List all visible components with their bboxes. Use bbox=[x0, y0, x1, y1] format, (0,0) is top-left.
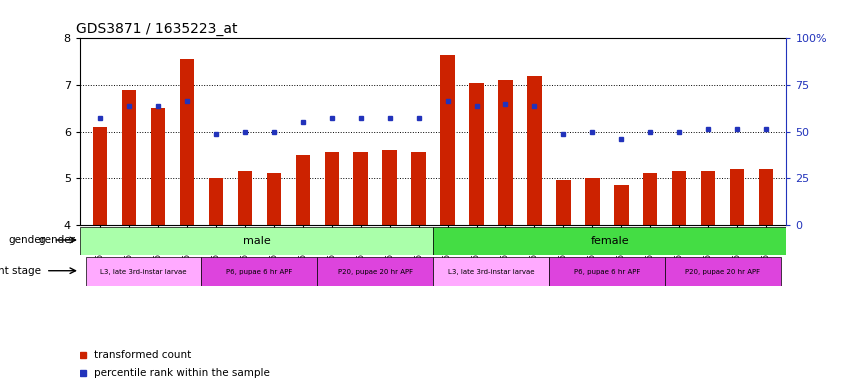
Bar bbox=[527, 76, 542, 225]
Bar bbox=[730, 169, 744, 225]
Text: P20, pupae 20 hr APF: P20, pupae 20 hr APF bbox=[337, 269, 413, 275]
Bar bbox=[295, 155, 310, 225]
Bar bbox=[441, 55, 455, 225]
Bar bbox=[180, 60, 194, 225]
Text: L3, late 3rd-instar larvae: L3, late 3rd-instar larvae bbox=[100, 269, 187, 275]
Bar bbox=[614, 185, 628, 225]
Text: development stage: development stage bbox=[0, 266, 40, 276]
Text: gender: gender bbox=[39, 235, 76, 245]
Bar bbox=[759, 169, 774, 225]
Bar bbox=[93, 127, 108, 225]
Bar bbox=[209, 178, 223, 225]
Bar bbox=[549, 257, 664, 286]
Bar bbox=[643, 174, 658, 225]
Text: transformed count: transformed count bbox=[94, 349, 191, 360]
Bar bbox=[469, 83, 484, 225]
Text: P6, pupae 6 hr APF: P6, pupae 6 hr APF bbox=[226, 269, 293, 275]
Text: percentile rank within the sample: percentile rank within the sample bbox=[94, 368, 270, 378]
Text: GDS3871 / 1635223_at: GDS3871 / 1635223_at bbox=[77, 22, 238, 36]
Bar bbox=[238, 171, 252, 225]
Bar bbox=[664, 257, 780, 286]
Bar bbox=[202, 257, 317, 286]
Text: L3, late 3rd-instar larvae: L3, late 3rd-instar larvae bbox=[447, 269, 534, 275]
Bar bbox=[151, 108, 166, 225]
Bar bbox=[701, 171, 716, 225]
Bar bbox=[433, 257, 549, 286]
Text: P6, pupae 6 hr APF: P6, pupae 6 hr APF bbox=[574, 269, 640, 275]
Bar bbox=[267, 174, 281, 225]
Bar bbox=[556, 180, 571, 225]
Bar bbox=[317, 257, 433, 286]
Bar bbox=[86, 257, 202, 286]
Text: gender: gender bbox=[9, 235, 45, 245]
Text: P20, pupae 20 hr APF: P20, pupae 20 hr APF bbox=[685, 269, 760, 275]
Bar bbox=[585, 178, 600, 225]
Bar bbox=[411, 152, 426, 225]
Bar bbox=[80, 227, 433, 255]
Bar bbox=[672, 171, 686, 225]
Bar bbox=[122, 89, 136, 225]
Text: male: male bbox=[243, 236, 270, 246]
Bar bbox=[383, 150, 397, 225]
Text: female: female bbox=[590, 236, 629, 246]
Bar bbox=[325, 152, 339, 225]
Bar bbox=[433, 227, 786, 255]
Bar bbox=[353, 152, 368, 225]
Bar bbox=[498, 80, 513, 225]
